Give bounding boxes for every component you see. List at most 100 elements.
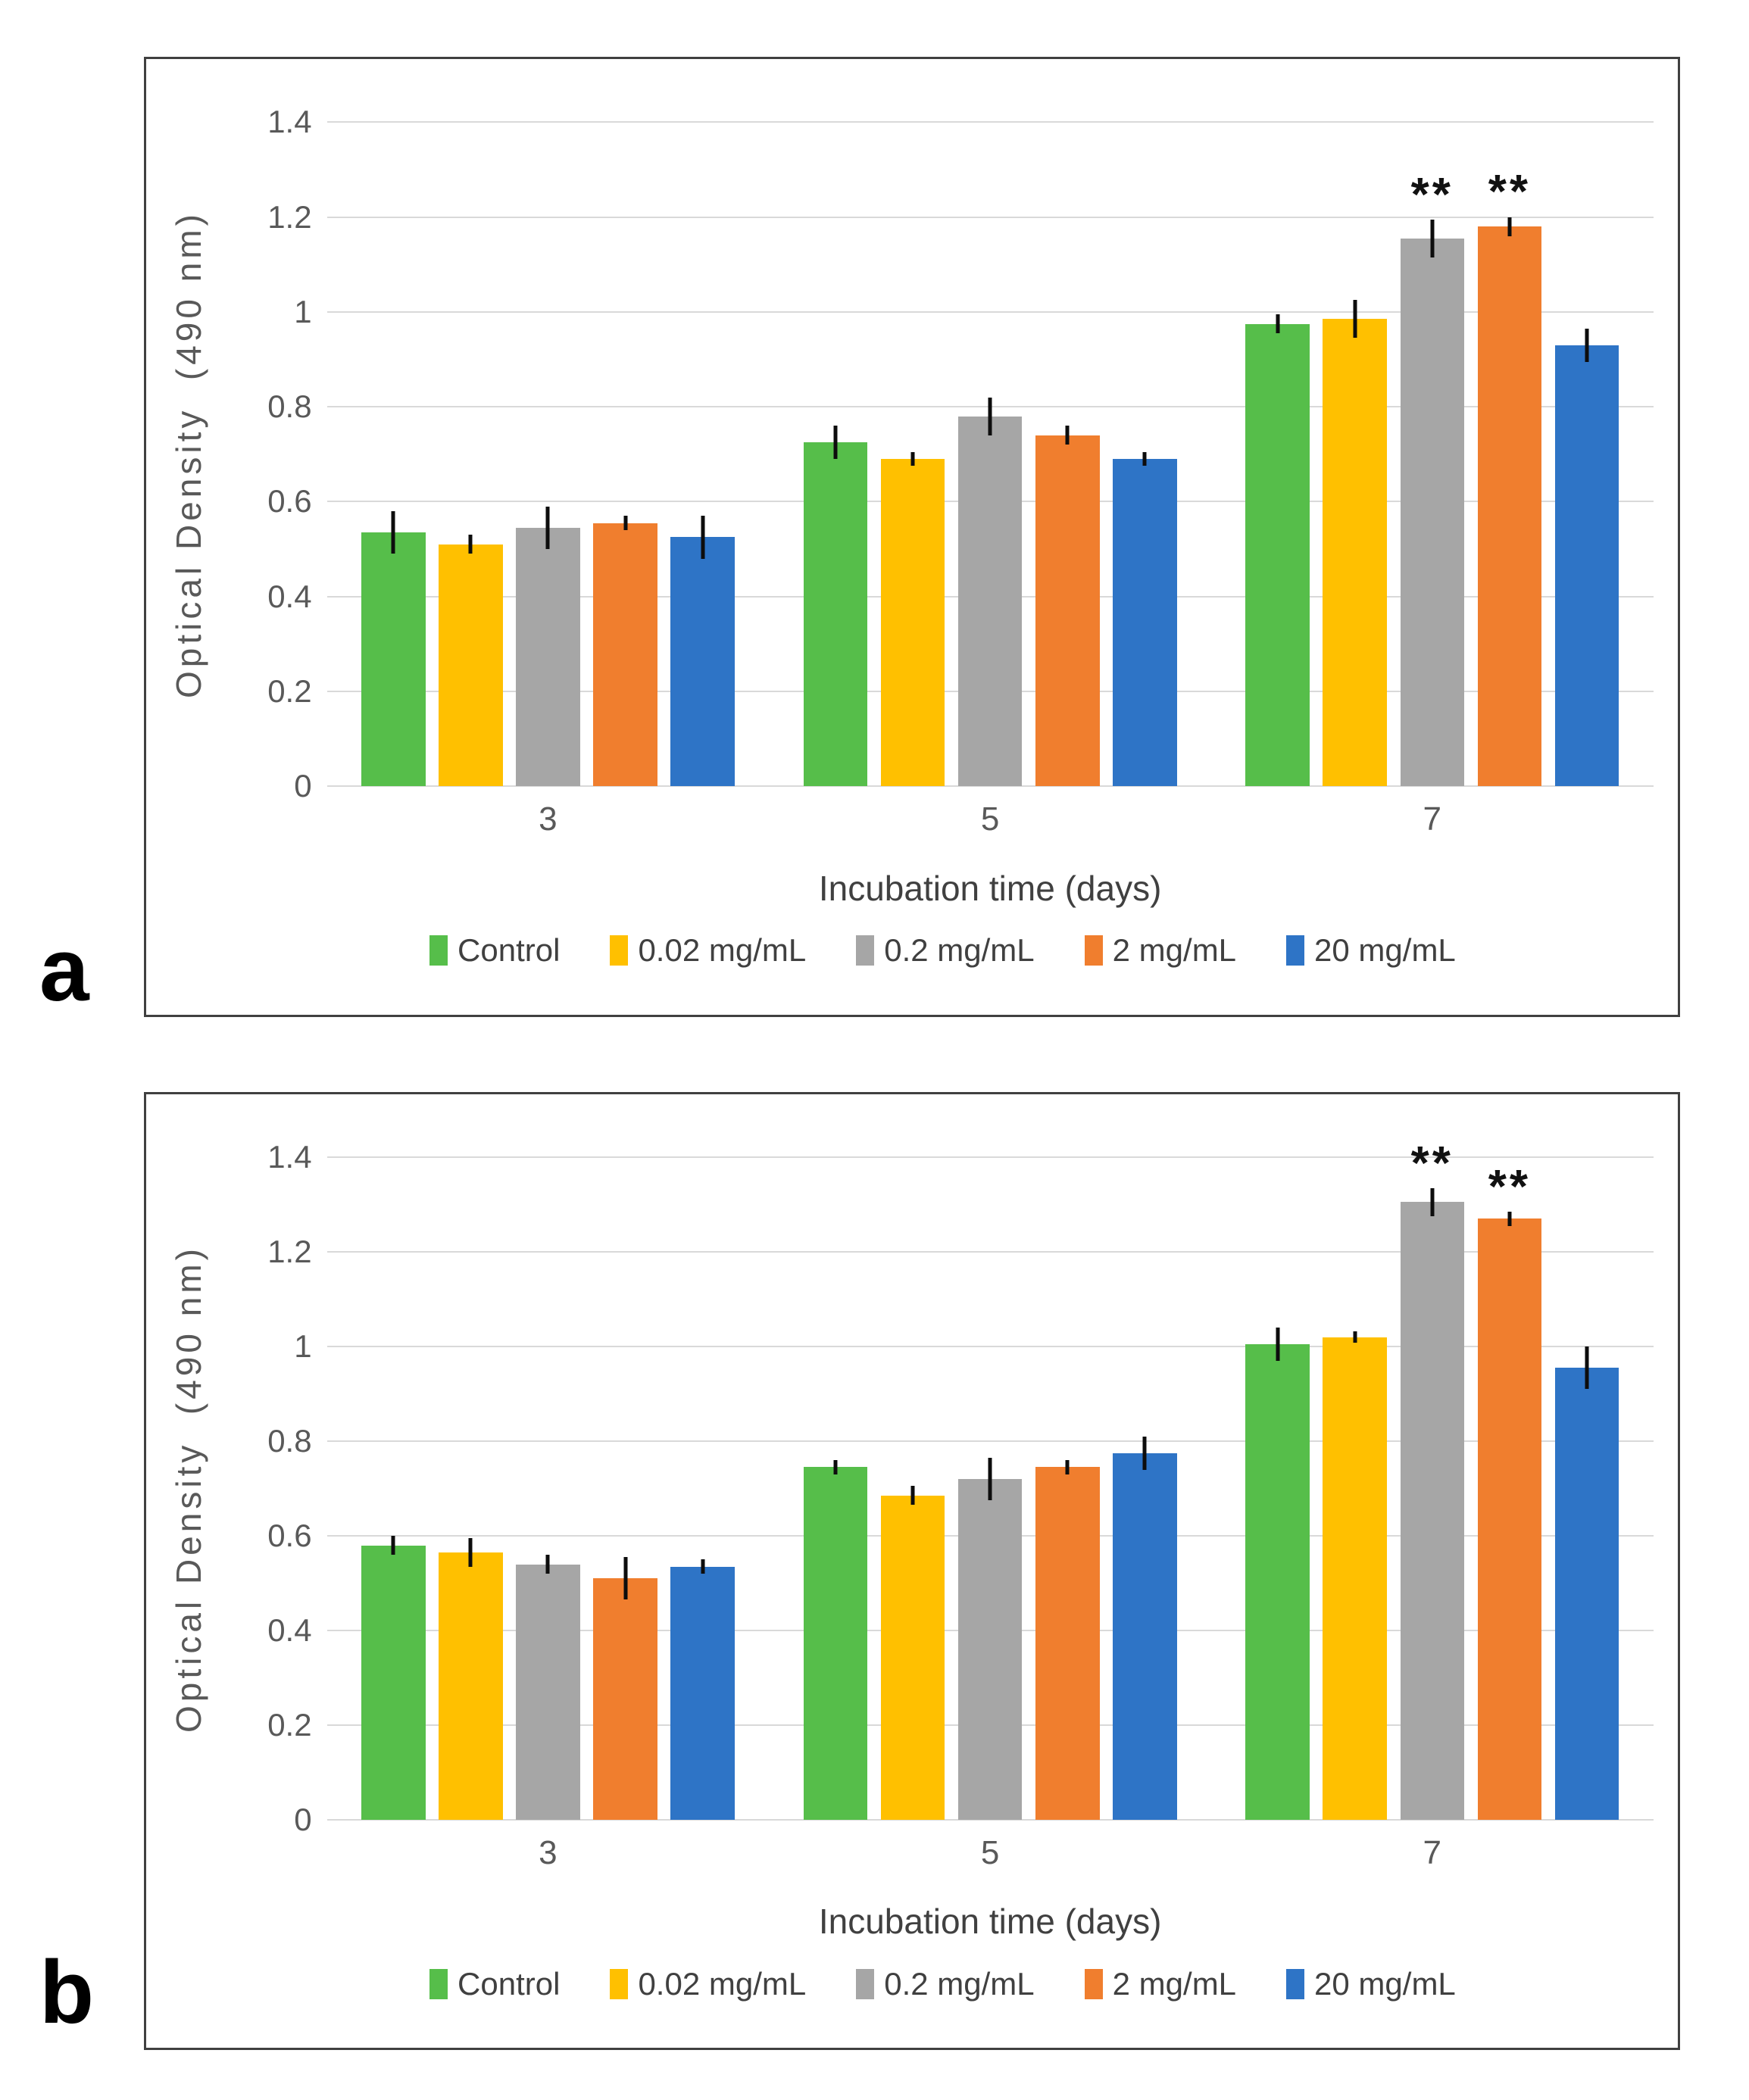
bar-control — [361, 1545, 426, 1821]
error-bar — [391, 1536, 395, 1555]
bar-group-day-7: ** ** — [1211, 122, 1654, 787]
y-tick-label: 0.8 — [267, 388, 312, 425]
legend-item: 2 mg/mL — [1084, 932, 1237, 969]
bar-slot — [1245, 122, 1310, 787]
bar-group-day-7: ** ** — [1211, 1140, 1654, 1821]
bar-slot — [439, 1157, 503, 1821]
bar-2-mg-ml — [593, 1578, 657, 1821]
x-tick-label: 5 — [980, 1833, 1000, 1871]
bar-20-mg-ml — [670, 1566, 735, 1821]
error-bar — [1585, 1346, 1589, 1390]
bar-2-mg-ml — [1477, 1218, 1542, 1821]
bar-20-mg-ml — [1554, 345, 1619, 787]
legend-item: Control — [429, 932, 560, 969]
bar-slot — [670, 1157, 735, 1821]
x-axis-title: Incubation time (days) — [818, 1902, 1162, 1942]
bar-slot — [803, 1157, 868, 1821]
y-tick-label: 1 — [294, 293, 312, 329]
bar-0.2-mg-ml — [957, 416, 1023, 787]
legend: Control 0.02 mg/mL 0.2 mg/mL 2 mg/mL 20 mg/m… — [269, 1966, 1616, 2002]
bar-20-mg-ml — [1554, 1368, 1619, 1821]
x-tick-label: 7 — [1423, 800, 1442, 838]
bar-0.02-mg-ml — [439, 1552, 503, 1821]
gridline — [326, 1346, 1654, 1348]
error-bar — [1507, 217, 1512, 236]
bar-2-mg-ml — [1477, 226, 1542, 787]
y-tick-label: 1.4 — [267, 104, 312, 140]
y-tick-label: 0.2 — [267, 1707, 312, 1743]
error-bar — [1430, 1187, 1435, 1217]
bar-slot — [516, 1157, 580, 1821]
error-bar — [1065, 426, 1070, 445]
bar-slot — [1323, 1157, 1387, 1821]
bar-slot — [803, 122, 868, 787]
bar-group-day-3 — [327, 1157, 770, 1821]
significance-marker: ** — [1488, 166, 1532, 219]
error-bar — [833, 1460, 838, 1474]
legend-label: 2 mg/mL — [1112, 932, 1237, 969]
bar-group-day-3 — [327, 122, 770, 787]
y-tick-label: 1 — [294, 1328, 312, 1365]
gridline — [326, 310, 1654, 313]
bar-0.02-mg-ml — [1323, 319, 1387, 787]
legend-item: 0.2 mg/mL — [856, 1965, 1035, 2002]
chart-panel-b: Optical Density (490 nm) 1.4 1.2 1 0.8 0.6 0.… — [144, 1092, 1680, 2050]
error-bar — [391, 511, 395, 554]
error-bar — [1276, 1328, 1280, 1361]
error-bar — [701, 516, 705, 559]
legend-label: 0.2 mg/mL — [884, 1965, 1035, 2002]
error-bar — [1276, 314, 1280, 334]
plot-area: ** ** — [326, 1140, 1654, 1821]
legend-swatch — [1286, 1968, 1305, 1999]
error-bar — [1585, 328, 1589, 362]
error-bar — [468, 1538, 473, 1567]
error-bar — [701, 1559, 705, 1574]
legend-item: 0.2 mg/mL — [856, 932, 1035, 969]
bar-0.2-mg-ml — [516, 527, 580, 787]
error-bar — [1142, 1436, 1147, 1470]
bar-20-mg-ml — [1113, 1453, 1177, 1821]
legend-label: 0.02 mg/mL — [638, 1965, 807, 2002]
y-tick-label: 1.4 — [267, 1139, 312, 1175]
error-bar — [910, 451, 915, 466]
y-tick-label: 0.6 — [267, 483, 312, 520]
legend-item: 0.02 mg/mL — [610, 1966, 806, 2002]
bar-groups: ** ** — [327, 1140, 1654, 1821]
legend-item: 20 mg/mL — [1286, 932, 1456, 969]
bar-slot — [880, 1157, 945, 1821]
bar-slot — [1323, 122, 1387, 787]
legend-label: 0.02 mg/mL — [638, 932, 807, 969]
y-tick-label: 0 — [294, 1802, 312, 1838]
legend-item: 20 mg/mL — [1286, 1966, 1456, 2002]
bar-control — [803, 442, 868, 787]
gridline — [326, 1819, 1654, 1821]
error-bar — [468, 535, 473, 554]
bar-slot — [439, 122, 503, 787]
error-bar — [545, 506, 550, 550]
significance-marker: ** — [1488, 1160, 1532, 1213]
bar-slot: ** — [1477, 1157, 1542, 1821]
bar-0.2-mg-ml — [1400, 1202, 1465, 1821]
x-axis-tick-labels: 3 5 7 — [327, 1834, 1654, 1872]
error-bar — [910, 1486, 915, 1506]
error-bar — [988, 1457, 992, 1501]
error-bar — [1430, 219, 1435, 257]
legend-label: 2 mg/mL — [1112, 1965, 1237, 2002]
x-axis-title: Incubation time (days) — [818, 868, 1162, 908]
bar-slot — [670, 122, 735, 787]
significance-marker: ** — [1410, 168, 1454, 221]
legend-swatch — [610, 935, 629, 966]
bar-20-mg-ml — [1113, 459, 1177, 787]
y-axis-tick-labels: 1.4 1.2 1 0.8 0.6 0.4 0.2 0 — [146, 1139, 312, 1837]
bar-2-mg-ml — [1035, 1467, 1100, 1821]
legend-swatch — [1286, 935, 1305, 966]
error-bar — [833, 426, 838, 460]
legend-label: 0.2 mg/mL — [884, 932, 1035, 969]
x-tick-label: 3 — [539, 800, 557, 838]
bar-groups: ** ** — [327, 122, 1654, 787]
legend-swatch — [1084, 935, 1103, 966]
legend-label: 20 mg/mL — [1314, 932, 1456, 969]
error-bar — [1507, 1211, 1512, 1226]
x-tick-label: 7 — [1423, 1833, 1442, 1871]
error-bar — [545, 1555, 550, 1574]
